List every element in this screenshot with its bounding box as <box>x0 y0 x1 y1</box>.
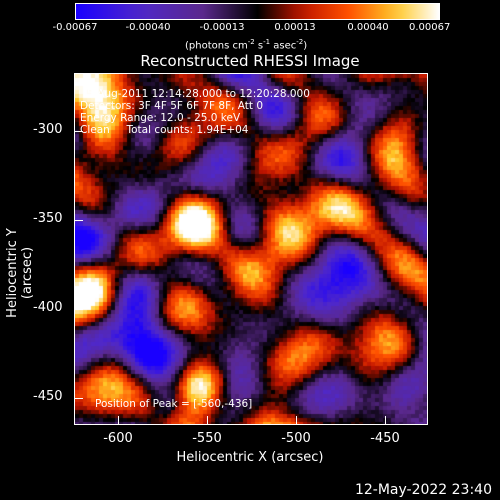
x-tick-label: -550 <box>192 431 222 446</box>
plot-frame <box>74 73 428 425</box>
overlay-clean-counts: Clean Total counts: 1.94E+04 <box>80 124 249 136</box>
overlay-peak-position: Position of Peak = [-560,-436] <box>95 398 253 410</box>
rhessi-image <box>75 74 427 424</box>
x-tick-mark <box>118 416 119 424</box>
colorbar-unit: (photons cm-2 s-1 asec-2) <box>185 38 308 52</box>
overlay-time-range: 5-Aug-2011 12:14:28.000 to 12:20:28.000 <box>87 88 310 100</box>
y-axis-label: Heliocentric Y (arcsec) <box>5 228 35 318</box>
colorbar-tick: 0.00040 <box>347 22 389 33</box>
y-tick-mark <box>75 309 83 310</box>
y-tick-label: -450 <box>33 389 63 404</box>
x-tick-mark <box>207 416 208 424</box>
colorbar-tick: 0.00013 <box>274 22 316 33</box>
x-tick-mark <box>385 416 386 424</box>
y-tick-mark <box>75 220 83 221</box>
y-tick-label: -350 <box>33 211 63 226</box>
x-tick-label: -500 <box>281 431 311 446</box>
colorbar-tick: 0.00067 <box>408 22 451 33</box>
x-tick-label: -600 <box>103 431 133 446</box>
colorbar-tick: -0.00013 <box>199 22 245 33</box>
colorbar-tick: -0.00067 <box>52 22 98 33</box>
overlay-energy-range: Energy Range: 12.0 - 25.0 keV <box>80 112 241 124</box>
x-tick-mark <box>296 416 297 424</box>
y-tick-mark <box>75 131 83 132</box>
x-tick-label: -450 <box>370 431 400 446</box>
y-tick-label: -300 <box>33 122 63 137</box>
plot-timestamp: 12-May-2022 23:40 <box>354 482 492 498</box>
image-title: Reconstructed RHESSI Image <box>140 52 360 70</box>
y-tick-mark <box>75 398 83 399</box>
y-tick-label: -400 <box>33 300 63 315</box>
overlay-detectors: Detectors: 3F 4F 5F 6F 7F 8F, Att 0 <box>80 100 264 112</box>
x-axis-label: Heliocentric X (arcsec) <box>176 450 324 465</box>
colorbar <box>75 3 440 20</box>
colorbar-tick: -0.00040 <box>125 22 171 33</box>
